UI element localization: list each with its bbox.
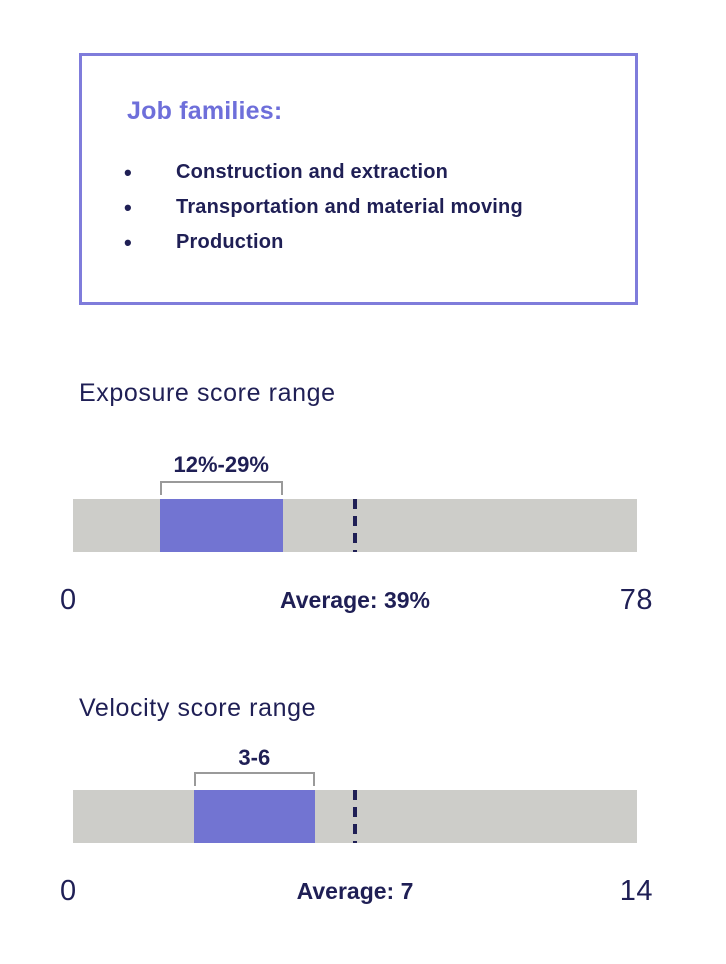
job-families-list: Construction and extraction Transportati…	[82, 155, 635, 260]
score-track	[73, 790, 637, 843]
range-bracket	[193, 772, 315, 786]
range-label: 3-6	[238, 745, 271, 770]
average-label: Average: 7	[296, 878, 414, 904]
average-dashed-line	[353, 499, 357, 552]
chart-title: Velocity score range	[79, 694, 317, 722]
score-range-fill	[159, 499, 283, 552]
score-range-fill	[193, 790, 315, 843]
velocity-axis: 3-6 0 Average: 7 14	[60, 665, 652, 915]
axis-min-label: 0	[60, 584, 77, 616]
axis-max-label: 14	[619, 875, 653, 907]
range-label: 12%-29%	[173, 452, 269, 477]
axis-min-label: 0	[60, 875, 77, 907]
average-label: Average: 39%	[279, 587, 431, 613]
list-item: Construction and extraction	[82, 155, 635, 190]
axis-max-label: 78	[619, 584, 653, 616]
list-item: Transportation and material moving	[82, 190, 635, 225]
velocity-score-chart: Velocity score range 3-6 0 Average: 7 14	[0, 665, 726, 915]
job-families-heading: Job families:	[127, 97, 283, 125]
list-item: Production	[82, 225, 635, 260]
exposure-axis: 12%-29% 0 Average: 39% 78	[60, 374, 652, 624]
exposure-score-chart: Exposure score range 12%-29% 0 Average: …	[0, 374, 726, 624]
score-track	[73, 499, 637, 552]
range-bracket	[159, 481, 283, 495]
chart-title: Exposure score range	[79, 379, 336, 407]
average-dashed-line	[353, 790, 357, 843]
job-families-box: Job families: Construction and extractio…	[79, 53, 638, 305]
